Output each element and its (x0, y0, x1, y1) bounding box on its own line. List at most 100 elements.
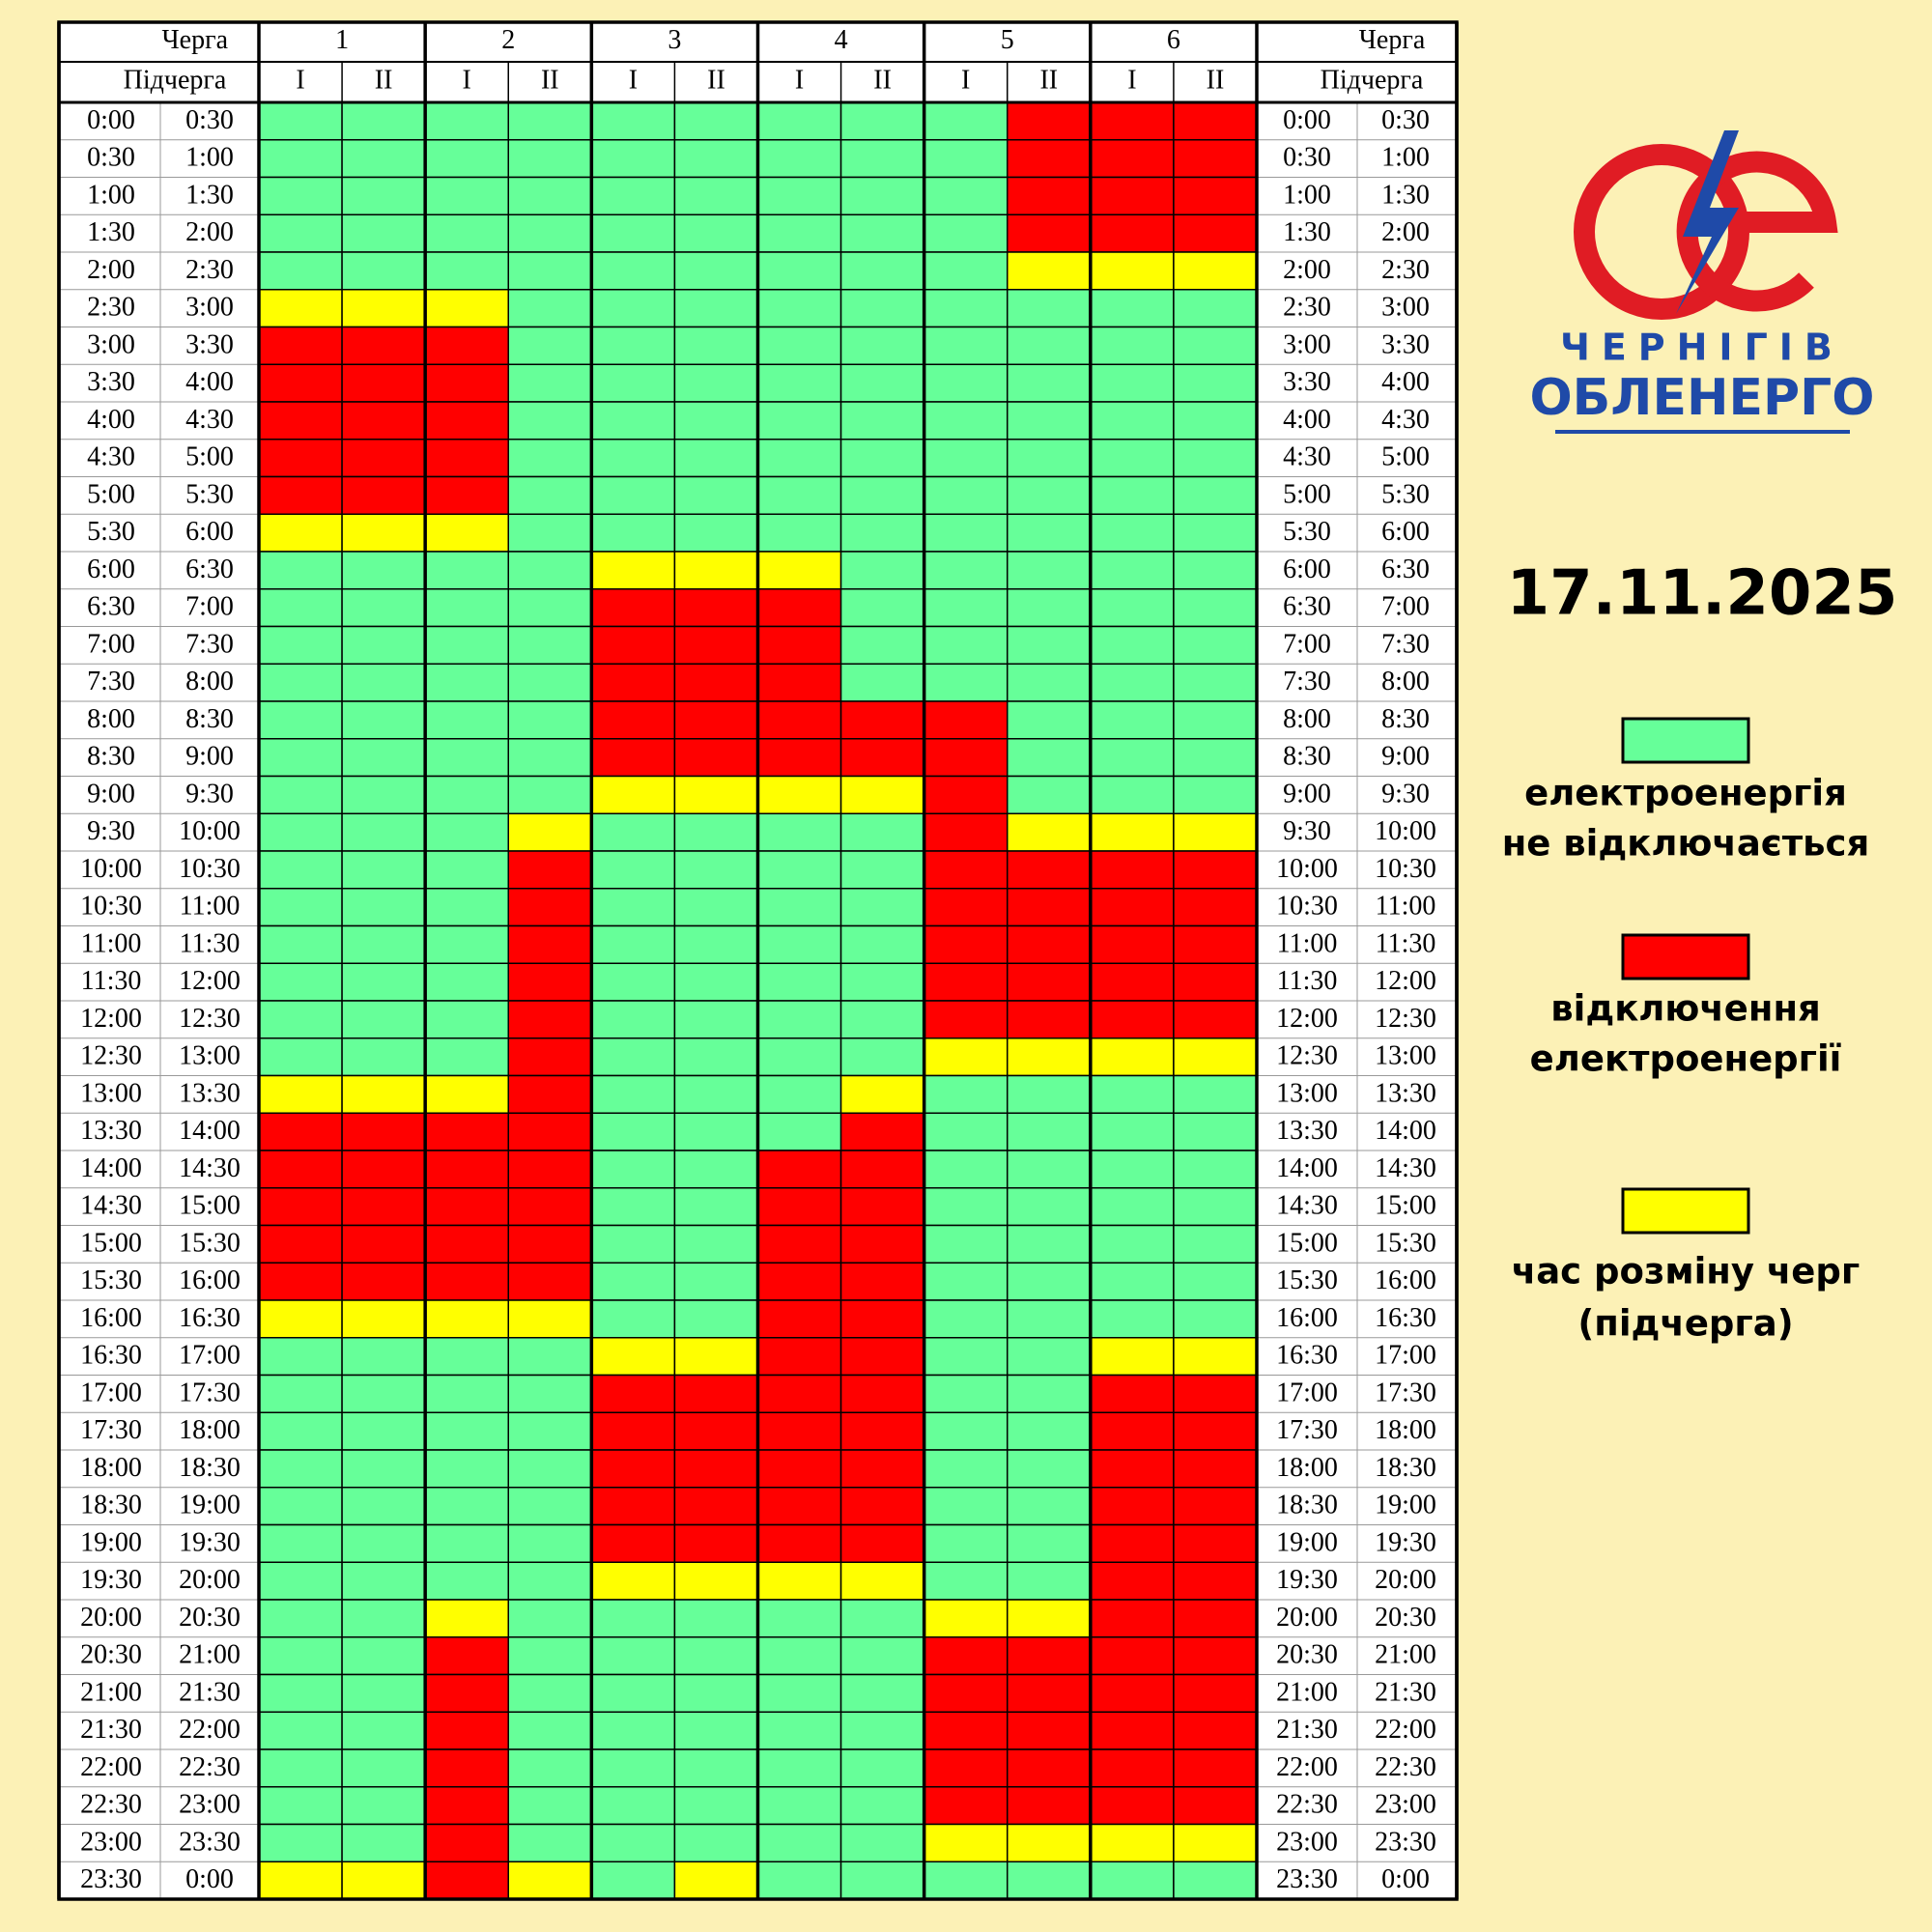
schedule-cell (590, 1636, 676, 1676)
time-label: 19:30 (179, 1527, 241, 1557)
time-label: 22:30 (179, 1752, 241, 1782)
schedule-cell (756, 663, 842, 702)
schedule-cell (341, 924, 426, 964)
time-label: 4:00 (1283, 405, 1331, 435)
schedule-cell (1173, 1823, 1258, 1862)
schedule-cell (424, 888, 509, 927)
schedule-cell (258, 588, 343, 628)
schedule-cell (507, 1337, 593, 1377)
schedule-cell (424, 775, 509, 814)
schedule-cell (756, 1561, 842, 1601)
schedule-cell (1090, 1074, 1175, 1114)
time-label: 3:00 (1381, 293, 1430, 323)
schedule-cell (756, 1523, 842, 1563)
time-label: 13:30 (179, 1078, 241, 1108)
time-label: 23:30 (1276, 1864, 1338, 1894)
schedule-cell (341, 1786, 426, 1826)
schedule-cell (673, 1823, 759, 1862)
schedule-cell (1090, 1673, 1175, 1713)
schedule-cell (673, 176, 759, 215)
time-label: 8:00 (1381, 667, 1430, 696)
schedule-cell (673, 363, 759, 403)
time-label: 11:00 (1376, 892, 1436, 922)
schedule-cell (1007, 588, 1092, 628)
schedule-cell (258, 1636, 343, 1676)
schedule-cell (258, 738, 343, 778)
time-label: 17:30 (1375, 1378, 1436, 1407)
schedule-cell (341, 439, 426, 478)
schedule-cell (673, 1224, 759, 1264)
schedule-cell (756, 251, 842, 291)
time-label: 11:00 (81, 928, 142, 958)
schedule-cell (424, 1150, 509, 1189)
schedule-cell (673, 213, 759, 253)
schedule-cell (756, 1037, 842, 1077)
schedule-cell (341, 962, 426, 1002)
schedule-cell (1007, 775, 1092, 814)
time-label: 14:30 (1375, 1153, 1436, 1183)
schedule-cell (673, 1299, 759, 1339)
subqueue-number: II (375, 65, 393, 95)
schedule-cell (673, 962, 759, 1002)
schedule-cell (1007, 439, 1092, 478)
schedule-cell (258, 625, 343, 665)
schedule-cell (923, 1636, 1009, 1676)
schedule-cell (673, 326, 759, 365)
schedule-cell (507, 962, 593, 1002)
schedule-cell (341, 1673, 426, 1713)
time-label: 4:30 (1381, 405, 1430, 435)
schedule-cell (590, 924, 676, 964)
schedule-cell (756, 700, 842, 740)
schedule-cell (258, 1561, 343, 1601)
time-label: 14:00 (80, 1153, 142, 1183)
schedule-cell (756, 738, 842, 778)
schedule-cell (258, 1112, 343, 1151)
schedule-cell (1007, 1074, 1092, 1114)
subqueue-number: I (1127, 65, 1136, 95)
time-label: 17:00 (179, 1341, 241, 1371)
schedule-cell (1090, 663, 1175, 702)
schedule-cell (923, 738, 1009, 778)
schedule-cell (341, 1523, 426, 1563)
time-label: 10:30 (1375, 854, 1436, 884)
time-label: 0:30 (1283, 143, 1331, 173)
time-label: 19:00 (1276, 1527, 1338, 1557)
time-label: 10:30 (1276, 892, 1338, 922)
time-label: 12:30 (80, 1041, 142, 1071)
schedule-cell (1090, 1711, 1175, 1750)
schedule-cell (1090, 1299, 1175, 1339)
subqueue-number: II (707, 65, 725, 95)
table-border (57, 20, 1459, 1901)
schedule-cell (1090, 1337, 1175, 1377)
schedule-cell (1173, 213, 1258, 253)
schedule-cell (1007, 1748, 1092, 1788)
schedule-cell (839, 1823, 925, 1862)
schedule-cell (673, 850, 759, 890)
schedule-cell (424, 625, 509, 665)
schedule-cell (1007, 1262, 1092, 1301)
schedule-cell (1007, 139, 1092, 179)
schedule-cell (341, 1449, 426, 1489)
time-label: 5:00 (87, 479, 135, 509)
subqueue-number: II (541, 65, 559, 95)
schedule-cell (839, 1861, 925, 1900)
time-label: 8:30 (87, 742, 135, 772)
time-label: 9:00 (1381, 742, 1430, 772)
schedule-cell (258, 1224, 343, 1264)
schedule-cell (258, 775, 343, 814)
time-label: 20:30 (1276, 1640, 1338, 1670)
schedule-cell (1007, 551, 1092, 590)
time-label: 8:30 (1283, 742, 1331, 772)
schedule-cell (258, 289, 343, 328)
schedule-cell (923, 363, 1009, 403)
schedule-cell (341, 1823, 426, 1862)
time-label: 16:30 (80, 1341, 142, 1371)
time-label: 18:00 (179, 1415, 241, 1445)
schedule-cell (1090, 326, 1175, 365)
time-label: 12:30 (179, 1004, 241, 1034)
schedule-cell (839, 176, 925, 215)
schedule-cell (258, 251, 343, 291)
time-label: 5:30 (185, 479, 234, 509)
schedule-cell (923, 775, 1009, 814)
